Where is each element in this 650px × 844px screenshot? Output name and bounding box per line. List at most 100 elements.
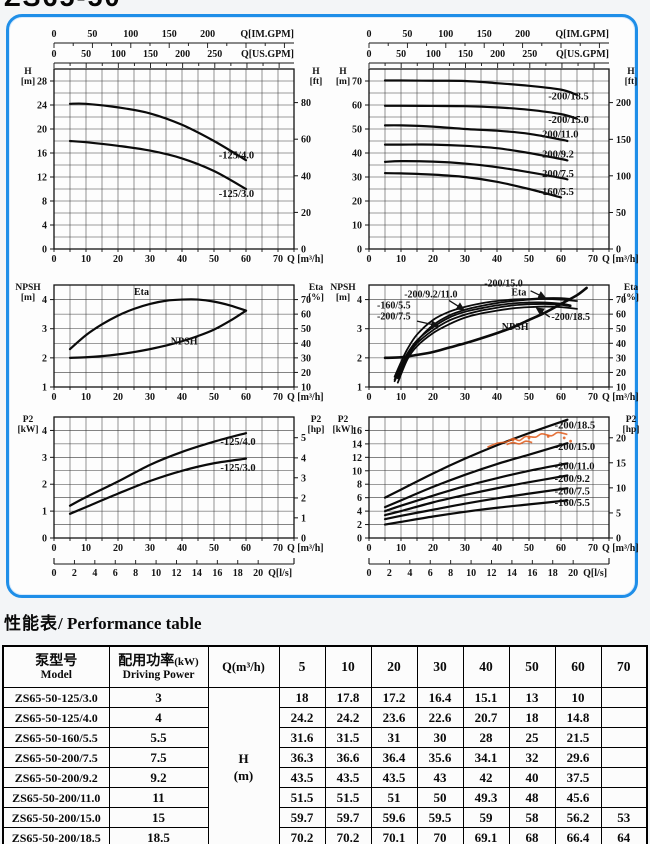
gpm-tick: 150: [162, 29, 177, 40]
right-axis-title: [%]: [308, 293, 324, 303]
axis-label: 4: [42, 426, 47, 437]
h-value-cell: 30: [416, 727, 464, 748]
axis-label: 60: [616, 310, 626, 321]
curve-label: -200/9.2/11.0: [404, 290, 457, 301]
axis-label: 70: [588, 543, 598, 554]
charts-frame: 0 4 8 12 16 20 24 28 0 20 40 60 80 0 10 20 30 40 50 60 70 Q […: [6, 14, 639, 598]
axis-label: 3: [357, 324, 362, 335]
ls-tick: 0: [367, 568, 372, 579]
curve-label: -200/18.5: [548, 91, 589, 102]
axis-label: 40: [177, 392, 187, 403]
curve-label: -200/18.5: [551, 312, 590, 323]
h-value-cell: 59.6: [370, 807, 418, 828]
column-header-q5: 5: [278, 645, 326, 688]
axis-label: 10: [81, 254, 91, 265]
chart-npsh-small: 1 2 3 4 10 20 30 40 50 60 70 0 10 20 30 40 50 60 70 Q [m³/h…: [15, 283, 324, 403]
axis-label: 70: [588, 392, 598, 403]
axis-label: 15: [616, 458, 626, 469]
right-axis-title: Eta: [309, 283, 324, 293]
right-axis-title: [hp]: [308, 425, 325, 435]
page-title-text: ZS65-50: [4, 0, 224, 11]
h-value-cell: 16.4: [416, 687, 464, 708]
right-axis-title: P2: [311, 415, 322, 425]
axis-label: 0: [367, 543, 372, 554]
axis-label: 12: [37, 173, 47, 184]
ls-tick: 6: [428, 568, 433, 579]
axis-label: 30: [460, 392, 470, 403]
ls-tick: 16: [212, 568, 222, 579]
ls-tick: 6: [113, 568, 118, 579]
axis-label: 28: [37, 77, 47, 88]
axis-label: 40: [492, 392, 502, 403]
section-heading-en: / Performance table: [58, 614, 202, 633]
marker-artifact-dot: [511, 438, 515, 442]
curve--200-15.0: [383, 104, 579, 120]
axis-label: 2: [357, 353, 362, 364]
axis-label: 0: [52, 392, 57, 403]
merged-h-cell: H (m): [207, 687, 280, 844]
right-axis-title: Eta: [624, 283, 639, 293]
axis-label: 16: [352, 426, 362, 437]
h-value-cell: 70.1: [370, 827, 418, 844]
curve-npsh: [68, 309, 248, 359]
h-value-cell: 43: [416, 767, 464, 788]
gpm-tick: 200: [175, 49, 190, 60]
curve--160-5.5: [383, 499, 569, 526]
gpm-tick: 100: [426, 49, 441, 60]
power-cell: 18.5: [108, 827, 209, 844]
axis-label: 2: [357, 520, 362, 531]
axis-label: 40: [352, 149, 362, 160]
axis-label: 10: [352, 466, 362, 477]
h-value-cell: 56.2: [554, 807, 602, 828]
axis-label: 70: [301, 295, 311, 306]
h-value-cell: 59.7: [278, 807, 326, 828]
ls-tick: 0: [52, 568, 57, 579]
marker-artifact: [487, 431, 568, 448]
axis-label: 100: [616, 171, 631, 182]
axis-label: 30: [145, 254, 155, 265]
axis-label: 8: [357, 480, 362, 491]
gpm-axis-unit: Q[IM.GPM]: [240, 29, 294, 40]
model-cell: ZS65-50-200/15.0: [2, 807, 110, 828]
table-row: ZS65-50-200/18.5 18.5 70.2 70.2 70.1 70 69.1 68…: [2, 827, 648, 844]
ls-axis-unit: Q[l/s]: [583, 568, 607, 579]
h-value-cell: 43.5: [324, 767, 372, 788]
model-cell: ZS65-50-125/3.0: [2, 687, 110, 708]
curve-label: NPSH: [171, 337, 198, 348]
h-value-cell: 51: [370, 787, 418, 808]
axis-label: 4: [301, 453, 306, 464]
curve-eta-200-7.5: [393, 303, 572, 383]
h-value-cell: 17.2: [370, 687, 418, 708]
column-header-flow: Q(m³/h): [207, 645, 280, 688]
h-value-cell: 51.5: [278, 787, 326, 808]
gpm-tick: 250: [207, 49, 222, 60]
gpm-tick: 150: [477, 29, 492, 40]
axis-label: 0: [357, 534, 362, 545]
axis-label: 70: [273, 543, 283, 554]
h-value-cell: 36.6: [324, 747, 372, 768]
right-axis-title: [%]: [623, 293, 639, 303]
h-value-cell: 15.1: [462, 687, 510, 708]
column-header-q10: 10: [324, 645, 372, 688]
axis-label: 40: [492, 254, 502, 265]
left-axis-title: H: [339, 67, 347, 77]
h-value-cell: [600, 707, 648, 728]
curve--160-5.5: [383, 172, 563, 199]
ls-tick: 14: [192, 568, 202, 579]
h-value-cell: 31: [370, 727, 418, 748]
axis-label: 30: [460, 543, 470, 554]
gpm-tick: 50: [81, 49, 91, 60]
column-header-model: 泵型号 Model: [2, 645, 110, 688]
axis-label: 5: [616, 508, 621, 519]
curve-label: -200/7.5: [539, 169, 574, 180]
power-cell: 3: [108, 687, 209, 708]
h-value-cell: 70.2: [278, 827, 326, 844]
axis-label: 0: [616, 534, 621, 545]
right-axis-title: [ft]: [310, 77, 323, 87]
column-header-q70: 70: [600, 645, 648, 688]
gpm-tick: 100: [438, 29, 453, 40]
axis-label: 70: [616, 295, 626, 306]
gpm-tick: 0: [52, 29, 57, 40]
model-cell: ZS65-50-125/4.0: [2, 707, 110, 728]
curve-label: -200/15.0: [484, 279, 523, 290]
